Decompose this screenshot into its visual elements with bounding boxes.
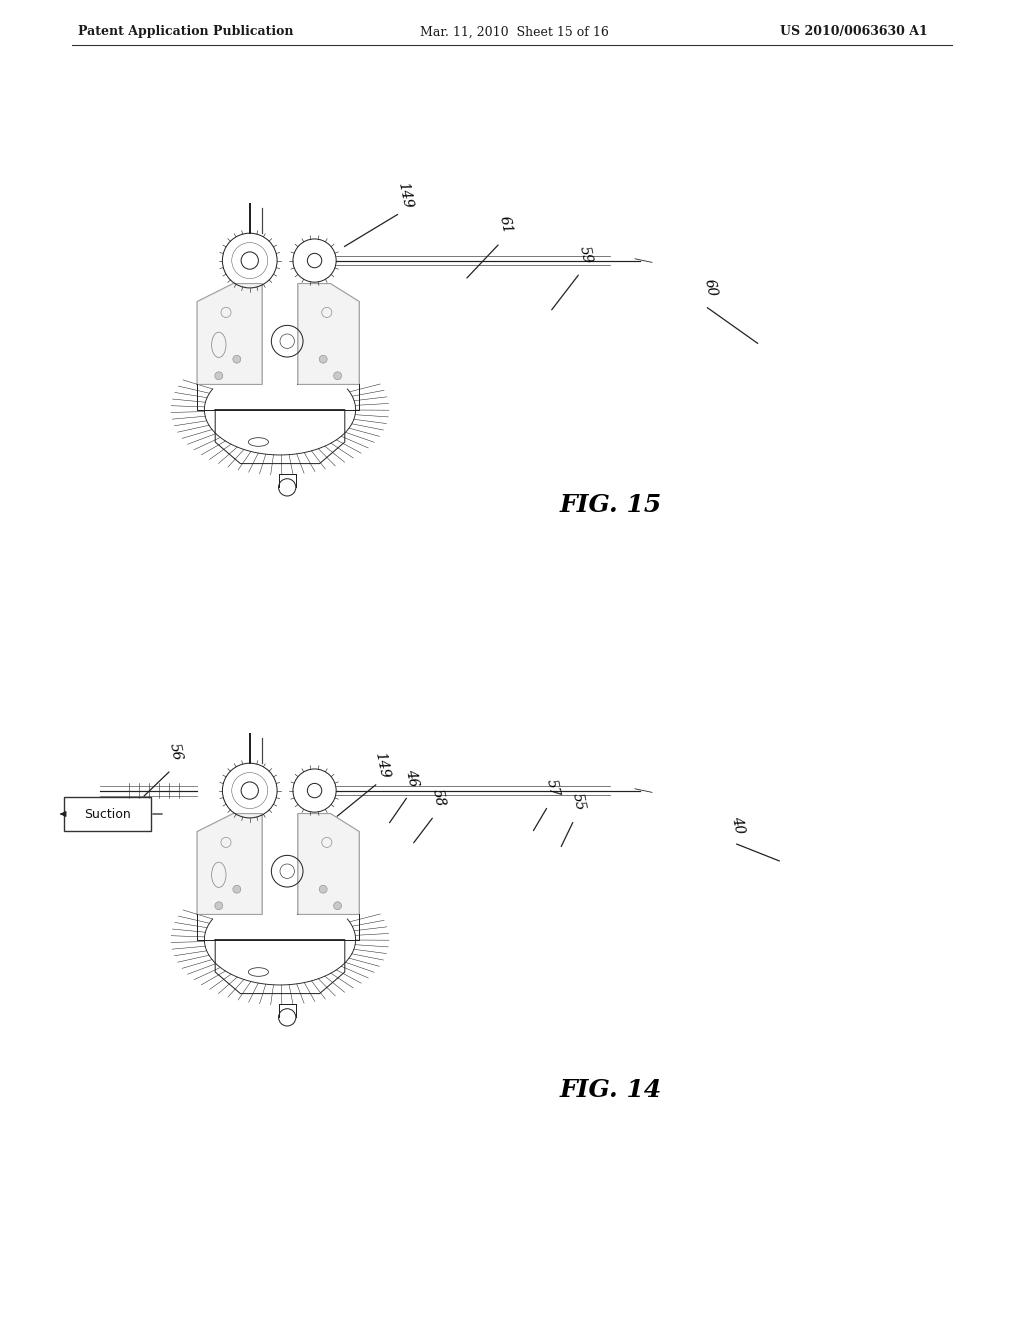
Circle shape <box>319 355 327 363</box>
Circle shape <box>232 355 241 363</box>
Polygon shape <box>198 284 262 384</box>
Text: 61: 61 <box>497 215 514 235</box>
Polygon shape <box>198 813 262 915</box>
Text: 59: 59 <box>577 246 594 265</box>
Text: 149: 149 <box>395 181 415 210</box>
Text: Suction: Suction <box>84 808 131 821</box>
Text: US 2010/0063630 A1: US 2010/0063630 A1 <box>780 25 928 38</box>
Text: FIG. 15: FIG. 15 <box>560 492 663 517</box>
FancyBboxPatch shape <box>63 797 151 832</box>
Text: 149: 149 <box>373 751 391 780</box>
Text: 56: 56 <box>166 742 183 762</box>
Text: Patent Application Publication: Patent Application Publication <box>78 25 294 38</box>
Circle shape <box>334 372 342 380</box>
Text: 40: 40 <box>729 814 746 836</box>
Text: 55: 55 <box>569 792 587 812</box>
Polygon shape <box>298 284 359 384</box>
Polygon shape <box>298 813 359 915</box>
Text: 60: 60 <box>701 279 719 298</box>
Text: 57: 57 <box>544 777 561 799</box>
Circle shape <box>232 886 241 894</box>
Circle shape <box>319 886 327 894</box>
Circle shape <box>215 902 223 909</box>
Text: Mar. 11, 2010  Sheet 15 of 16: Mar. 11, 2010 Sheet 15 of 16 <box>420 25 609 38</box>
Circle shape <box>215 372 223 380</box>
Text: FIG. 14: FIG. 14 <box>560 1078 663 1102</box>
Text: 58: 58 <box>429 788 446 808</box>
Text: 46: 46 <box>403 768 421 788</box>
Circle shape <box>334 902 342 909</box>
